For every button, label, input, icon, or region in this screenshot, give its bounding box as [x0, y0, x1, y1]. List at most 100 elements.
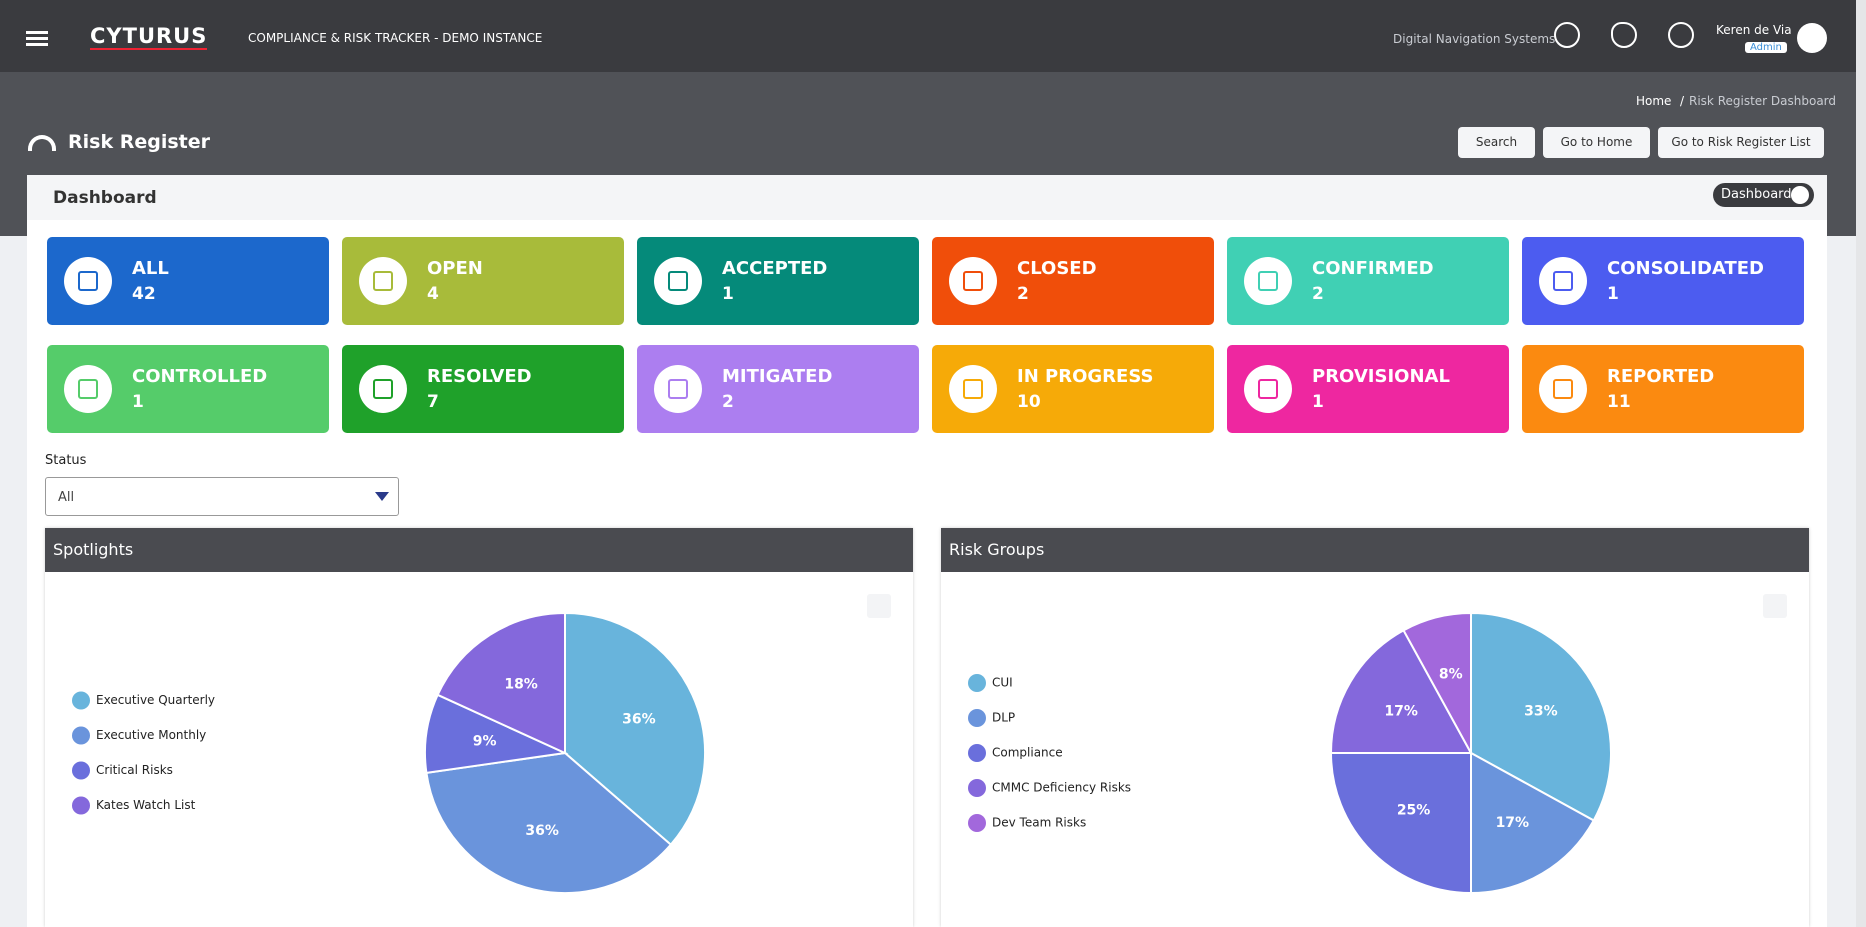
status-card[interactable]: CONTROLLED 1 — [47, 345, 329, 433]
status-card[interactable]: PROVISIONAL 1 — [1227, 345, 1509, 433]
legend-swatch — [72, 691, 90, 710]
chart-panel: Spotlights 36% 36% 9% 18% Executive Quarterl… — [45, 528, 913, 927]
card-count: 2 — [1017, 284, 1029, 304]
card-count: 1 — [1607, 284, 1619, 304]
card-count: 1 — [722, 284, 734, 304]
status-card[interactable]: REPORTED 11 — [1522, 345, 1804, 433]
card-icon-symbol — [373, 271, 393, 291]
card-icon — [1539, 365, 1587, 413]
pie-chart: 36% 36% 9% 18% Executive Quarterly Executive … — [72, 594, 891, 894]
slice-label: 9% — [473, 733, 497, 749]
legend-swatch — [72, 761, 90, 780]
organization[interactable]: Digital Navigation Systems — [1393, 32, 1556, 46]
avatar[interactable] — [1797, 23, 1827, 53]
history-icon[interactable] — [1554, 22, 1580, 48]
card-icon — [1539, 257, 1587, 305]
slice-label: 25% — [1397, 802, 1431, 818]
legend-label: DLP — [992, 711, 1015, 725]
card-label: PROVISIONAL — [1312, 366, 1450, 387]
help-icon[interactable] — [1668, 22, 1694, 48]
status-card[interactable]: ALL 42 — [47, 237, 329, 325]
card-icon — [1244, 365, 1292, 413]
list-button[interactable]: Go to Risk Register List — [1658, 127, 1824, 158]
menu-button[interactable] — [26, 31, 48, 34]
card-icon — [1244, 257, 1292, 305]
legend-swatch — [968, 709, 986, 727]
card-icon-symbol — [963, 271, 983, 291]
user-role: Admin — [1745, 42, 1787, 53]
logo[interactable]: CYTURUS — [90, 24, 208, 50]
slice-label: 8% — [1439, 666, 1463, 682]
card-icon-symbol — [668, 271, 688, 291]
status-card[interactable]: RESOLVED 7 — [342, 345, 624, 433]
legend-label: CUI — [992, 676, 1013, 690]
status-card[interactable]: MITIGATED 2 — [637, 345, 919, 433]
card-icon — [654, 365, 702, 413]
status-card[interactable]: CONFIRMED 2 — [1227, 237, 1509, 325]
pie-slice — [1402, 611, 1472, 754]
card-label: CLOSED — [1017, 258, 1097, 279]
app-title: COMPLIANCE & RISK TRACKER - DEMO INSTANC… — [248, 31, 543, 45]
breadcrumb-link[interactable]: Home — [1636, 94, 1672, 108]
card-label: IN PROGRESS — [1017, 366, 1154, 387]
status-select[interactable]: All — [45, 477, 399, 516]
card-icon-symbol — [1553, 379, 1573, 399]
pie-chart: 33% 17% 25% 17% 8% CUI DLP Compliance CMMC Defic… — [968, 594, 1787, 895]
status-card[interactable]: IN PROGRESS 10 — [932, 345, 1214, 433]
status-card[interactable]: CLOSED 2 — [932, 237, 1214, 325]
card-count: 11 — [1607, 392, 1631, 412]
slice-label: 17% — [1384, 704, 1418, 720]
slice-label: 17% — [1496, 815, 1530, 831]
card-icon — [949, 365, 997, 413]
card-icon — [654, 257, 702, 305]
menu-button[interactable] — [1763, 594, 1787, 618]
card-label: REPORTED — [1607, 366, 1715, 387]
status-card[interactable]: CONSOLIDATED 1 — [1522, 237, 1804, 325]
slice-label: 36% — [525, 823, 559, 839]
card-icon-symbol — [963, 379, 983, 399]
card-icon — [359, 257, 407, 305]
search-button[interactable]: Search — [1458, 127, 1535, 158]
pie-slice — [1329, 752, 1472, 895]
slice-label: 36% — [622, 711, 656, 727]
home-button[interactable]: Go to Home — [1543, 127, 1650, 158]
legend-label: Compliance — [992, 746, 1063, 760]
card-icon-symbol — [1553, 271, 1573, 291]
card-count: 2 — [722, 392, 734, 412]
toggle-knob — [1791, 186, 1809, 204]
status-cards: ALL 42 OPEN 4 ACCEPTED 1 CLOSED 2 CONFIRMED 2 CONS… — [47, 237, 1808, 433]
pie-slice — [1470, 611, 1612, 822]
card-icon — [949, 257, 997, 305]
chart-title: Risk Groups — [941, 528, 1809, 572]
legend-label: Dev Team Risks — [992, 816, 1086, 830]
shield-icon[interactable] — [1611, 22, 1637, 48]
scrollbar[interactable] — [1856, 0, 1866, 927]
slice-label: 18% — [504, 677, 538, 693]
legend-swatch — [72, 726, 90, 745]
user-name[interactable]: Keren de Via — [1716, 23, 1792, 37]
card-label: CONTROLLED — [132, 366, 268, 387]
card-count: 2 — [1312, 284, 1324, 304]
card-label: ALL — [132, 258, 169, 279]
status-card[interactable]: OPEN 4 — [342, 237, 624, 325]
slice-label: 33% — [1524, 704, 1558, 720]
card-label: RESOLVED — [427, 366, 532, 387]
legend-label: Kates Watch List — [96, 798, 196, 812]
legend-swatch — [968, 814, 986, 832]
breadcrumb-separator: / — [1680, 94, 1685, 108]
legend-label: Executive Monthly — [96, 728, 206, 742]
status-card[interactable]: ACCEPTED 1 — [637, 237, 919, 325]
breadcrumb-current: Risk Register Dashboard — [1689, 94, 1837, 108]
legend-label: CMMC Deficiency Risks — [992, 781, 1131, 795]
select-caret — [375, 492, 389, 501]
filter-label: Status — [45, 453, 87, 468]
card-label: CONSOLIDATED — [1607, 258, 1764, 279]
pie-slice — [1329, 628, 1473, 754]
card-icon-symbol — [1258, 379, 1278, 399]
chart-panel: Risk Groups 33% 17% 25% 17% 8% CUI DLP Complian… — [941, 528, 1809, 927]
card-label: MITIGATED — [722, 366, 833, 387]
card-label: OPEN — [427, 258, 483, 279]
menu-button[interactable] — [867, 594, 891, 618]
page-title: Risk Register — [68, 131, 210, 153]
